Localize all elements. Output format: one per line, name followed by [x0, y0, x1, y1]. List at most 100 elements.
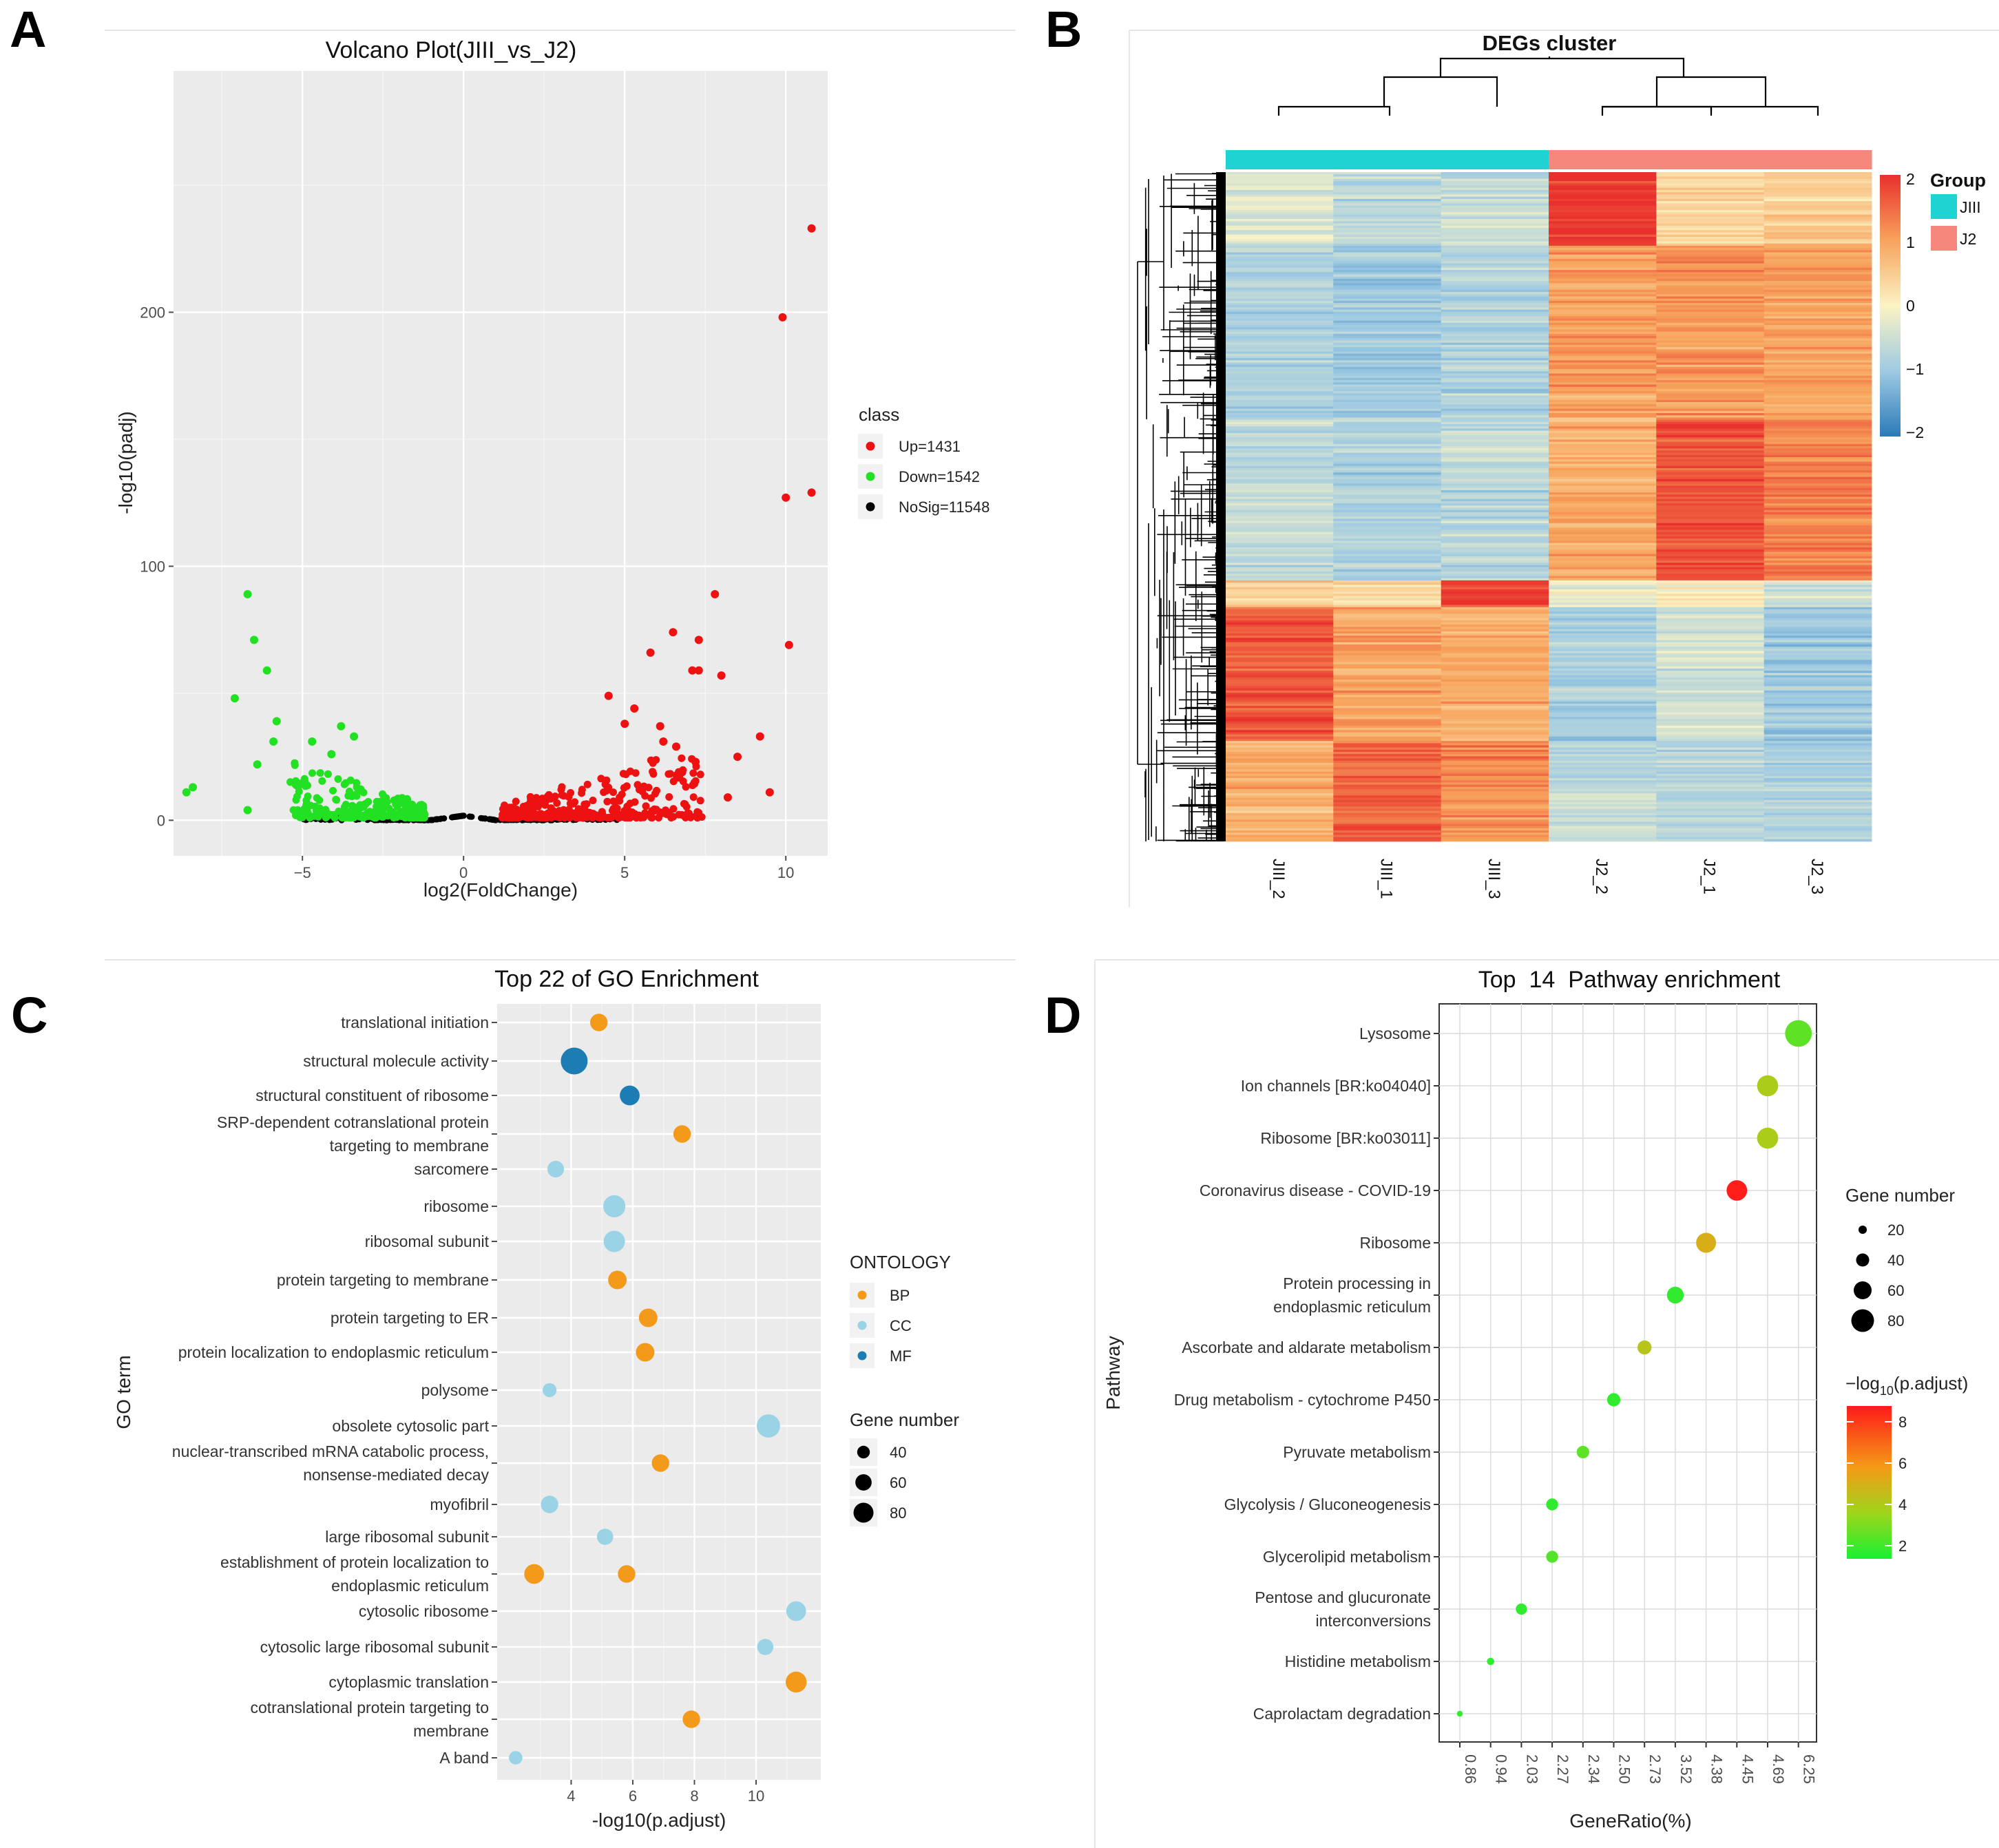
heatmap-cell — [1441, 443, 1549, 447]
heatmap-cell — [1441, 819, 1549, 822]
heatmap-cell — [1763, 717, 1872, 720]
heatmap-cell — [1226, 736, 1334, 739]
heatmap-cell — [1549, 629, 1657, 632]
heatmap-cell — [1226, 459, 1334, 462]
heatmap-cell — [1333, 210, 1441, 213]
heatmap-cell — [1549, 578, 1657, 581]
heatmap-cell — [1333, 688, 1441, 691]
heatmap-cell — [1441, 351, 1549, 355]
volcano-point-up — [627, 812, 635, 821]
heatmap-cell — [1549, 680, 1657, 682]
heatmap-cell — [1549, 563, 1657, 565]
heatmap-cell — [1656, 494, 1764, 497]
heatmap-cell — [1226, 314, 1334, 317]
heatmap-cell — [1549, 373, 1657, 377]
heatmap-cell — [1333, 642, 1441, 645]
heatmap-cell — [1333, 734, 1441, 737]
heatmap-cell — [1226, 673, 1334, 675]
heatmap-cell — [1333, 479, 1441, 482]
heatmap-cell — [1763, 673, 1872, 675]
heatmap-cell — [1763, 523, 1872, 526]
heatmap-cell — [1441, 658, 1549, 660]
heatmap-cell — [1763, 823, 1872, 827]
heatmap-cell — [1763, 410, 1872, 414]
heatmap-cell — [1549, 631, 1657, 634]
heatmap-cell — [1226, 388, 1334, 392]
heatmap-cell — [1549, 287, 1657, 291]
heatmap-cell — [1333, 241, 1441, 244]
heatmap-cell — [1763, 443, 1872, 447]
heatmap-cell — [1441, 340, 1549, 344]
heatmap-cell — [1226, 470, 1334, 473]
heatmap-cell — [1226, 331, 1334, 335]
heatmap-cell — [1333, 399, 1441, 403]
heatmap-cell — [1763, 596, 1872, 599]
heatmap-cell — [1656, 723, 1764, 726]
heatmap-cell — [1656, 680, 1764, 682]
heatmap-cell — [1333, 474, 1441, 478]
heatmap-cell — [1763, 793, 1872, 796]
heatmap-cell — [1226, 589, 1334, 592]
heatmap-cell — [1441, 228, 1549, 231]
heatmap-cell — [1226, 640, 1334, 643]
volcano-point-nosig — [427, 817, 434, 823]
heatmap-cell — [1656, 607, 1764, 610]
go-term-label-line: obsolete cytosolic part — [332, 1417, 489, 1435]
heatmap-cell — [1226, 574, 1334, 576]
heatmap-cell — [1333, 712, 1441, 715]
heatmap-cell — [1763, 712, 1872, 715]
heatmap-cell — [1763, 653, 1872, 656]
heatmap-cell — [1226, 826, 1334, 829]
heatmap-cell — [1226, 498, 1334, 502]
heatmap-cell — [1333, 693, 1441, 695]
heatmap-cell — [1763, 514, 1872, 517]
heatmap-cell — [1226, 214, 1334, 218]
heatmap-cell — [1549, 580, 1657, 583]
heatmap-cell — [1441, 283, 1549, 286]
heatmap-cell — [1549, 690, 1657, 693]
heatmap-cell — [1226, 578, 1334, 581]
heatmap-cell — [1656, 516, 1764, 519]
heatmap-cell — [1656, 545, 1764, 548]
heatmap-cell — [1226, 278, 1334, 282]
heatmap-cell — [1226, 507, 1334, 511]
heatmap-cell — [1763, 292, 1872, 295]
heatmap-cell — [1226, 342, 1334, 346]
heatmap-cell — [1441, 212, 1549, 215]
heatmap-cell — [1656, 377, 1764, 381]
heatmap-cell — [1226, 355, 1334, 359]
go-point-bp — [786, 1671, 807, 1693]
heatmap-cell — [1333, 624, 1441, 627]
volcano-point-nosig — [441, 815, 448, 822]
heatmap-cell — [1333, 647, 1441, 649]
heatmap-cell — [1226, 633, 1334, 636]
heatmap-cell — [1226, 521, 1334, 524]
volcano-point-down — [272, 717, 281, 726]
heatmap-cell — [1333, 494, 1441, 497]
heatmap-colorbar-tick: 1 — [1906, 233, 1915, 251]
heatmap-cell — [1333, 307, 1441, 311]
heatmap-cell — [1656, 823, 1764, 827]
heatmap-cell — [1656, 496, 1764, 500]
heatmap-cell — [1226, 556, 1334, 559]
heatmap-cell — [1763, 532, 1872, 535]
heatmap-cell — [1441, 300, 1549, 304]
heatmap-cell — [1226, 837, 1334, 840]
go-term-label: SRP-dependent cotranslational protein tar… — [217, 1113, 489, 1155]
heatmap-cell — [1441, 176, 1549, 180]
heatmap-cell — [1441, 207, 1549, 211]
heatmap-cell — [1549, 636, 1657, 638]
heatmap-cell — [1549, 736, 1657, 739]
heatmap-cell — [1333, 207, 1441, 211]
heatmap-cell — [1226, 305, 1334, 308]
heatmap-cell — [1441, 804, 1549, 807]
heatmap-cell — [1549, 618, 1657, 621]
heatmap-cell — [1333, 801, 1441, 805]
heatmap-cell — [1763, 380, 1872, 383]
heatmap-cell — [1226, 496, 1334, 500]
heatmap-cell — [1763, 507, 1872, 511]
volcano-point-up — [632, 814, 640, 822]
pathway-point — [1516, 1603, 1527, 1615]
go-point-cc — [757, 1414, 780, 1438]
